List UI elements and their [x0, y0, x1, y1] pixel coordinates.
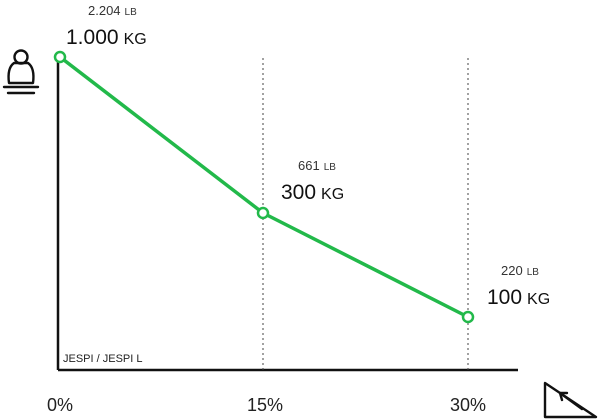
incline-slope-icon: [543, 381, 598, 419]
data-label-kg-15: 300 KG: [281, 181, 344, 204]
data-point-15: [256, 206, 270, 220]
data-label-lb-0: 2.204 LB: [88, 3, 137, 18]
data-label-kg-0: 1.000 KG: [66, 26, 147, 49]
model-label: JESPI / JESPI L: [63, 353, 142, 365]
data-label-lb-15: 661 LB: [298, 158, 336, 173]
weight-icon: [2, 49, 40, 95]
data-point-0: [53, 50, 67, 64]
data-label-kg-30: 100 KG: [487, 286, 550, 309]
data-point-30: [461, 310, 475, 324]
x-tick-15: 15%: [247, 395, 283, 415]
x-tick-30: 30%: [450, 395, 486, 415]
series-line: [58, 55, 469, 319]
x-tick-0: 0%: [47, 395, 73, 415]
data-label-lb-30: 220 LB: [501, 263, 539, 278]
